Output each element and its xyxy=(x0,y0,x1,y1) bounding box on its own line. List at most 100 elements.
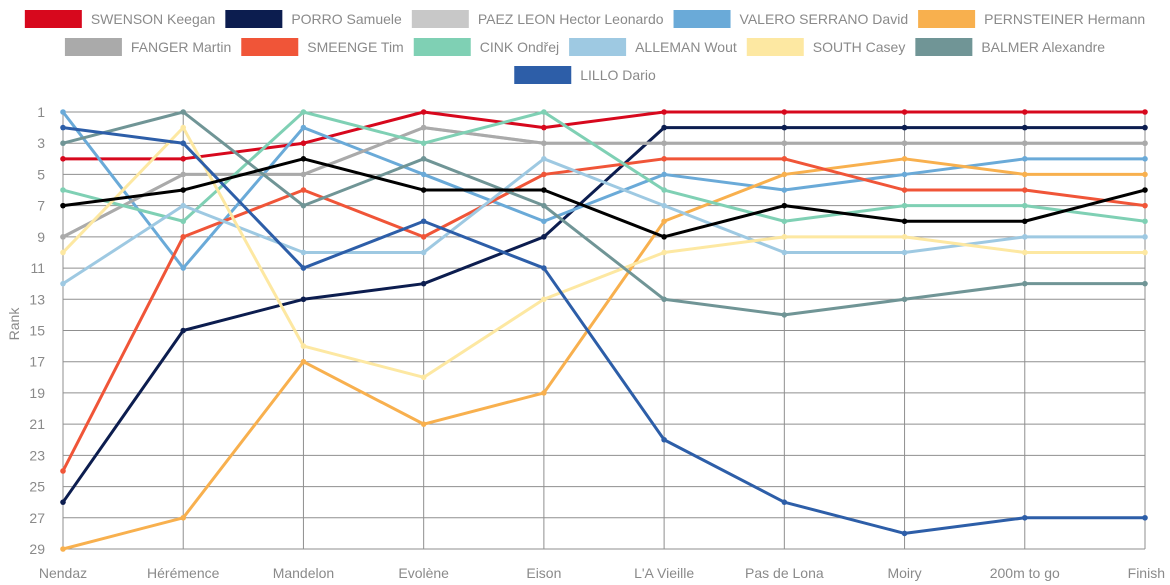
y-tick-label: 11 xyxy=(30,260,45,276)
data-point-fanger-martin xyxy=(420,124,427,131)
data-point-south-casey xyxy=(1142,249,1148,256)
data-point-pernsteiner-hermann xyxy=(60,546,66,552)
legend-label-porro-samuele: PORRO Samuele xyxy=(291,11,402,27)
data-point-balmer-alexandre xyxy=(300,202,307,209)
legend-swatch-paez-leon-hector-leonardo xyxy=(411,10,469,28)
data-point-valero-serrano-david xyxy=(60,109,66,115)
series-south-casey xyxy=(60,124,1148,381)
data-point-south-casey xyxy=(300,343,307,349)
y-axis-title: Rank xyxy=(6,307,22,341)
y-tick-label: 13 xyxy=(29,291,45,307)
data-point-valero-serrano-david xyxy=(300,124,307,131)
series-line-balmer-alexandre xyxy=(61,110,1147,317)
data-point-swenson-keegan xyxy=(1021,109,1028,115)
data-point-cink-ondrej xyxy=(180,218,187,225)
data-point-south-casey xyxy=(781,234,788,240)
data-point-alleman-wout xyxy=(541,156,547,162)
data-point-cink-ondrej xyxy=(541,109,547,115)
data-point-fanger-martin xyxy=(1142,140,1148,147)
data-point-porro-samuele xyxy=(781,124,788,131)
data-point-south-casey xyxy=(1021,249,1028,256)
data-point-balmer-alexandre xyxy=(1142,280,1148,287)
data-point-pernsteiner-hermann xyxy=(901,156,908,162)
data-point-pernsteiner-hermann xyxy=(541,390,547,396)
series-line-south-casey xyxy=(61,126,1147,379)
legend-swatch-valero-serrano-david xyxy=(673,10,731,28)
data-point-alleman-wout xyxy=(1142,234,1148,240)
series-unnamed xyxy=(60,156,1148,240)
legend-label-cink-ondrej: CINK Ondřej xyxy=(480,39,559,55)
legend-swatch-balmer-alexandre xyxy=(915,38,973,56)
data-point-cink-ondrej xyxy=(1142,218,1148,225)
x-tick-label-moiry: Moiry xyxy=(887,565,921,581)
legend-label-lillo-dario: LILLO Dario xyxy=(580,67,656,83)
data-point-swenson-keegan xyxy=(180,156,187,162)
x-tick-label-eison: Eison xyxy=(526,565,561,581)
data-point-fanger-martin xyxy=(661,140,667,147)
data-point-fanger-martin xyxy=(541,140,547,147)
legend-label-paez-leon-hector-leonardo: PAEZ LEON Hector Leonardo xyxy=(478,11,664,27)
data-point-pernsteiner-hermann xyxy=(420,421,427,427)
data-point-smeenge-tim xyxy=(60,468,66,474)
data-point-south-casey xyxy=(420,374,427,381)
data-point-pernsteiner-hermann xyxy=(180,514,187,521)
data-point-porro-samuele xyxy=(60,499,66,505)
legend-swatch-porro-samuele xyxy=(225,10,283,28)
data-point-pernsteiner-hermann xyxy=(661,218,667,225)
legend-label-balmer-alexandre: BALMER Alexandre xyxy=(981,39,1105,55)
series-smeenge-tim xyxy=(60,156,1148,474)
x-tick-label-l-a-vieille: L'A Vieille xyxy=(634,565,694,581)
data-point-fanger-martin xyxy=(60,234,66,240)
legend-swatch-lillo-dario xyxy=(514,66,572,84)
data-point-lillo-dario xyxy=(781,499,788,505)
data-point-cink-ondrej xyxy=(661,187,667,193)
data-point-smeenge-tim xyxy=(1021,187,1028,193)
data-point-cink-ondrej xyxy=(901,202,908,209)
data-point-smeenge-tim xyxy=(901,187,908,193)
series-line-unnamed xyxy=(61,157,1147,239)
data-point-unnamed xyxy=(60,202,66,209)
legend-label-valero-serrano-david: VALERO SERRANO David xyxy=(740,11,909,27)
series-lillo-dario xyxy=(60,124,1148,537)
data-point-smeenge-tim xyxy=(661,156,667,162)
data-point-unnamed xyxy=(1021,218,1028,225)
data-point-lillo-dario xyxy=(1142,514,1148,521)
series-pernsteiner-hermann xyxy=(60,156,1148,552)
data-point-south-casey xyxy=(60,249,66,256)
data-point-balmer-alexandre xyxy=(60,140,66,147)
y-tick-label: 21 xyxy=(29,416,45,432)
data-point-valero-serrano-david xyxy=(901,171,908,178)
data-point-cink-ondrej xyxy=(1021,202,1028,209)
legend-label-swenson-keegan: SWENSON Keegan xyxy=(91,11,216,27)
data-point-swenson-keegan xyxy=(420,109,427,115)
legend-swatch-alleman-wout xyxy=(569,38,627,56)
legend-swatch-cink-ondrej xyxy=(413,38,471,56)
x-tick-label-mandelon: Mandelon xyxy=(273,565,335,581)
data-point-lillo-dario xyxy=(901,530,908,537)
data-point-alleman-wout xyxy=(300,249,307,256)
legend: SWENSON Keegan PORRO Samuele PAEZ LEON Hec… xyxy=(24,10,1145,84)
x-tick-label-pas-de-lona: Pas de Lona xyxy=(745,565,824,581)
data-point-smeenge-tim xyxy=(1142,202,1148,209)
y-tick-label: 5 xyxy=(37,166,45,182)
y-tick-label: 25 xyxy=(29,479,45,495)
series-line-smeenge-tim xyxy=(61,157,1147,473)
data-point-alleman-wout xyxy=(781,249,788,256)
data-point-valero-serrano-david xyxy=(781,187,788,193)
data-point-swenson-keegan xyxy=(1142,109,1148,115)
series-line-swenson-keegan xyxy=(61,110,1147,161)
series-line-pernsteiner-hermann xyxy=(61,157,1147,551)
data-point-balmer-alexandre xyxy=(420,156,427,162)
data-point-balmer-alexandre xyxy=(901,296,908,303)
series-cink-ondrej xyxy=(60,109,1148,225)
data-point-pernsteiner-hermann xyxy=(1142,171,1148,178)
data-point-porro-samuele xyxy=(1021,124,1028,131)
data-point-valero-serrano-david xyxy=(420,171,427,178)
data-point-swenson-keegan xyxy=(661,109,667,115)
data-point-unnamed xyxy=(1142,187,1148,193)
y-tick-label: 9 xyxy=(37,229,45,245)
data-point-lillo-dario xyxy=(420,218,427,225)
data-point-cink-ondrej xyxy=(781,218,788,225)
data-point-unnamed xyxy=(901,218,908,225)
